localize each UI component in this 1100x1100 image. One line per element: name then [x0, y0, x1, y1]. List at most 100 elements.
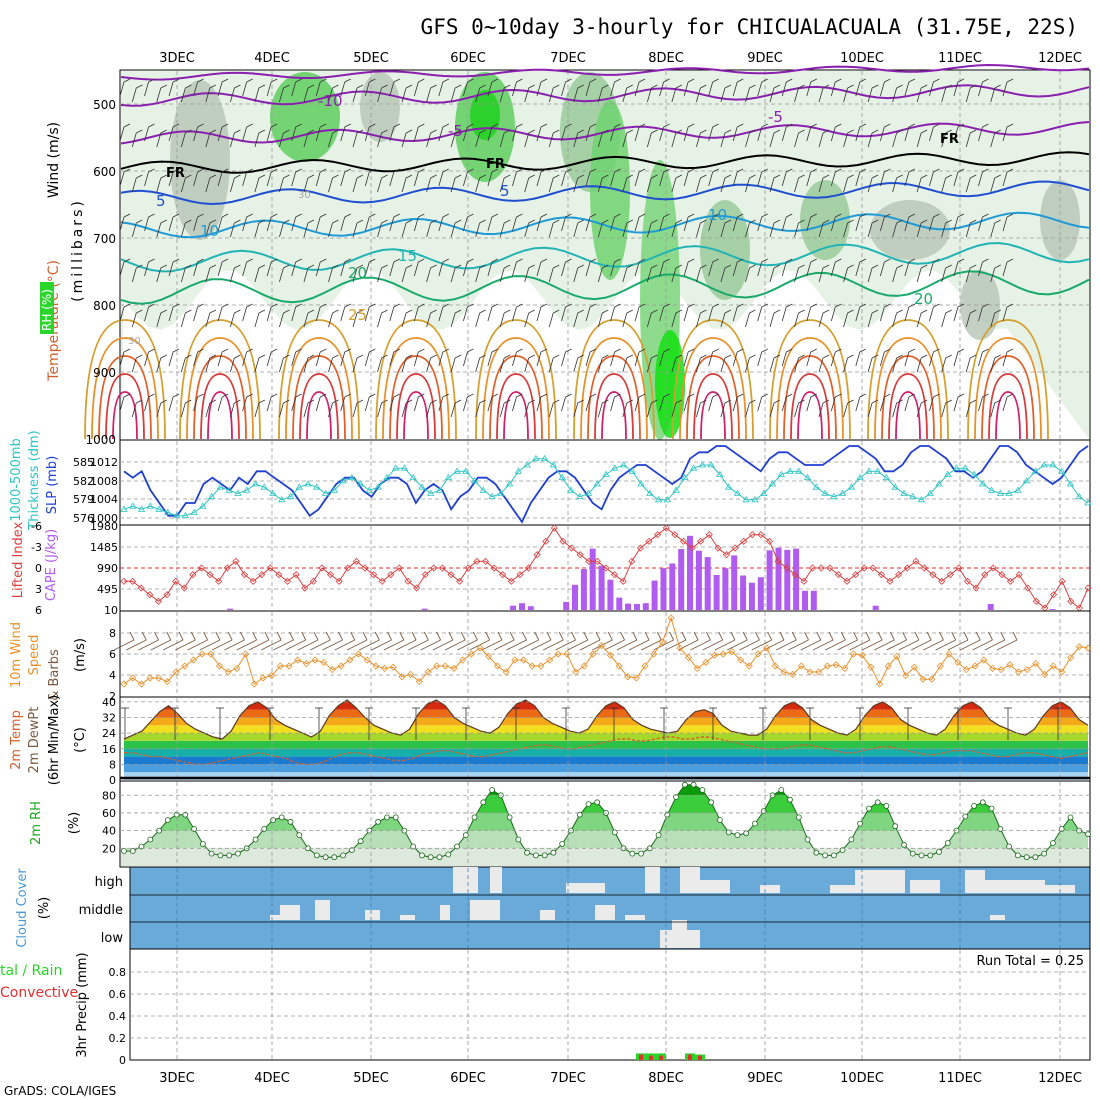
upper-air-panel: -10 -5 -5 FR FR FR 5 5 10 10 15 20 20 25…	[40, 63, 1091, 447]
wind-barb-flag	[749, 219, 756, 224]
wind-barb-flag	[553, 219, 560, 224]
wind10m-barb	[702, 639, 723, 651]
wind-barb-flag	[504, 264, 511, 269]
wind-marker	[867, 663, 875, 671]
wind-barb-flag	[479, 354, 486, 359]
wind-barb	[843, 87, 848, 103]
wind-barb-flag	[283, 399, 290, 404]
wind10m-barb-flag	[865, 631, 871, 641]
pressure-tick-label: 600	[93, 165, 116, 179]
surface-warm-arch	[278, 319, 360, 440]
wind-barb	[401, 222, 407, 238]
wind-barb	[315, 171, 321, 187]
wind10m-barb-flag	[877, 631, 883, 641]
surface-warm-arch	[382, 337, 450, 440]
surface-warm-arch	[790, 373, 830, 440]
rh-unit: (%)	[67, 812, 82, 835]
wind-barb-flag	[405, 84, 413, 89]
rh-point	[892, 823, 899, 830]
wind-barb	[426, 357, 431, 373]
li-marker	[542, 537, 550, 545]
cape-bar	[669, 563, 676, 610]
wind-barb	[475, 222, 481, 238]
wind10m-barb-flag	[620, 631, 625, 641]
wind-barb-flag	[430, 129, 437, 134]
wind-barb-flag	[467, 393, 474, 398]
wind-barb-flag	[565, 123, 572, 128]
wind-barb-flag	[136, 399, 143, 404]
wind-barb	[941, 222, 947, 238]
wind-barb-flag	[700, 309, 707, 314]
wind-barb-flag	[405, 264, 413, 269]
wind10m-barb	[383, 639, 405, 651]
wind-barb-flag	[945, 84, 952, 89]
wind-barb-flag	[810, 123, 817, 128]
wind-barb	[597, 132, 603, 148]
rh-point	[462, 832, 469, 838]
wind-barb-flag	[786, 303, 793, 308]
li-marker	[774, 557, 782, 565]
cape-bar	[740, 575, 747, 610]
wind-barb-flag	[871, 129, 879, 134]
wind-barb-flag	[577, 354, 584, 359]
wind-barb-flag	[283, 174, 290, 179]
wind-barb	[328, 312, 333, 328]
wind-barb-flag	[454, 264, 462, 269]
wind-barb	[683, 351, 689, 367]
wind-marker	[415, 678, 423, 686]
wind-barb	[438, 306, 444, 322]
wind10m-barb	[175, 639, 196, 651]
wind-barb	[879, 171, 885, 187]
wind-barb-flag	[442, 213, 450, 218]
thickness-marker	[418, 483, 426, 490]
wind-barb	[573, 177, 579, 193]
thickness-marker	[383, 473, 391, 481]
wind-barb-flag	[577, 174, 584, 179]
wind-barb	[487, 396, 493, 412]
rh-point	[997, 826, 1004, 832]
wind-barb	[131, 132, 137, 148]
wind-barb	[794, 87, 799, 103]
precip-convective-bar	[649, 1055, 653, 1060]
wind-barb-flag	[540, 258, 548, 263]
thickness-marker	[812, 483, 821, 490]
wind-barb-flag	[626, 399, 633, 404]
top-date-label: 8DEC	[648, 51, 684, 66]
wind-barb-flag	[687, 258, 695, 263]
wind-barb-flag	[920, 129, 928, 134]
surface-warm-arch	[573, 319, 655, 440]
wind-barb-flag	[712, 123, 719, 128]
wind-barb-flag	[418, 123, 425, 128]
wind10m-barb-flag	[338, 631, 343, 641]
wind-barb	[720, 132, 726, 148]
wind-barb-flag	[283, 219, 290, 224]
wind-barb-flag	[614, 168, 621, 173]
cape-bar	[1049, 609, 1056, 610]
li-marker	[129, 577, 137, 585]
cape-bar	[687, 535, 693, 610]
wind-barb-flag	[516, 123, 523, 128]
wind-barb	[990, 267, 996, 283]
wind10m-barb	[224, 639, 245, 651]
wind-barb	[855, 126, 861, 142]
rh-point	[296, 832, 303, 838]
wind-barb	[745, 87, 750, 103]
wind-barb	[254, 312, 260, 328]
wind-barb	[266, 216, 272, 232]
wind-barb	[193, 216, 198, 232]
rh-point	[857, 820, 863, 827]
wind10m-barb	[162, 639, 184, 651]
wind-barb	[634, 306, 640, 322]
wind-barb	[352, 132, 358, 148]
millibars-label: (millibars)	[70, 198, 86, 302]
thickness-marker	[1022, 477, 1031, 484]
rh-moist-patch	[590, 100, 630, 280]
rh-point	[515, 836, 522, 843]
wind-barb-flag	[773, 309, 781, 314]
wind10m-barb	[776, 639, 797, 651]
wind-barb	[867, 222, 873, 238]
wind-barb-flag	[871, 219, 879, 224]
wind-barb	[426, 267, 431, 283]
contour-label-fr3: FR	[940, 132, 959, 147]
